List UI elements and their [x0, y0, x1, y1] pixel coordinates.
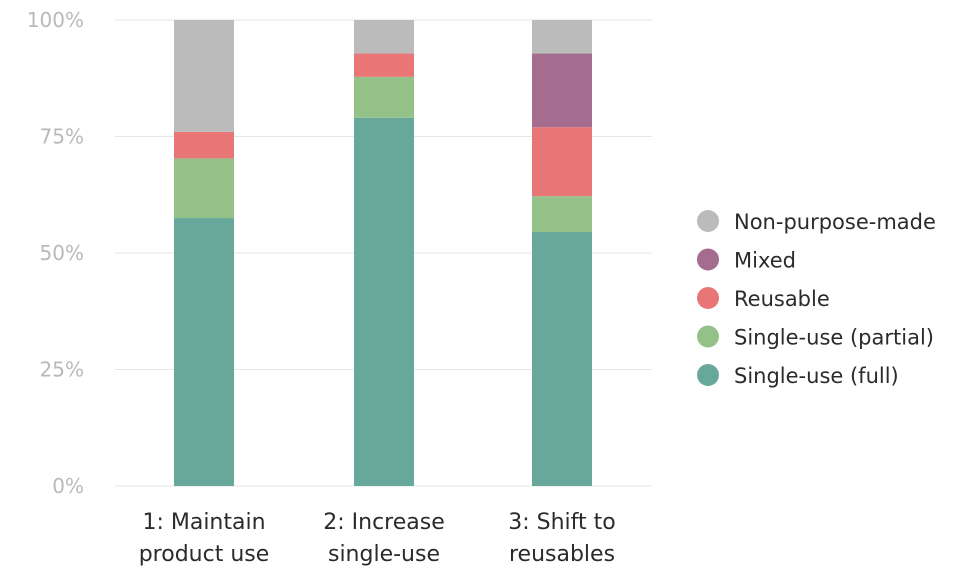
legend-label: Reusable: [734, 287, 830, 311]
bar-segment: [354, 76, 414, 118]
x-category-label: 1: Maintain: [142, 510, 265, 535]
legend-swatch: [697, 210, 719, 232]
x-category-label: 2: Increase: [323, 510, 445, 535]
bar-segment: [354, 53, 414, 77]
bar-segment: [174, 218, 234, 487]
bars: [174, 20, 592, 487]
bar-segment: [532, 20, 592, 54]
legend-swatch: [697, 287, 719, 309]
legend-swatch: [697, 248, 719, 271]
y-axis: 0% 25% 50% 75% 100%: [27, 8, 84, 498]
x-category-label: 3: Shift to: [508, 510, 616, 535]
bar-segment: [354, 20, 414, 54]
x-axis: 1: Maintain product use 2: Increase single-…: [139, 510, 616, 567]
bar-segment: [174, 20, 234, 132]
legend-label: Mixed: [734, 249, 796, 273]
bar-segment: [354, 117, 414, 487]
bar-segment: [532, 232, 592, 486]
legend-label: Single-use (full): [734, 364, 899, 388]
y-tick-label: 75%: [40, 125, 84, 149]
legend: Non-purpose-made Mixed Reusable Single-use …: [697, 210, 936, 388]
x-category-label: reusables: [509, 542, 615, 567]
bar-segment: [174, 131, 234, 159]
bar-segment: [174, 158, 234, 219]
y-tick-label: 100%: [27, 8, 84, 32]
legend-swatch: [697, 364, 719, 386]
legend-label: Single-use (partial): [734, 326, 934, 350]
x-category-label: product use: [139, 542, 270, 567]
y-tick-label: 50%: [40, 241, 84, 265]
y-tick-label: 0%: [52, 474, 84, 498]
legend-label: Non-purpose-made: [734, 210, 936, 234]
bar-segment: [532, 127, 592, 197]
bar-segment: [532, 196, 592, 233]
legend-swatch: [697, 325, 719, 348]
bar-segment: [532, 53, 592, 128]
y-tick-label: 25%: [40, 358, 84, 382]
x-category-label: single-use: [328, 542, 440, 567]
